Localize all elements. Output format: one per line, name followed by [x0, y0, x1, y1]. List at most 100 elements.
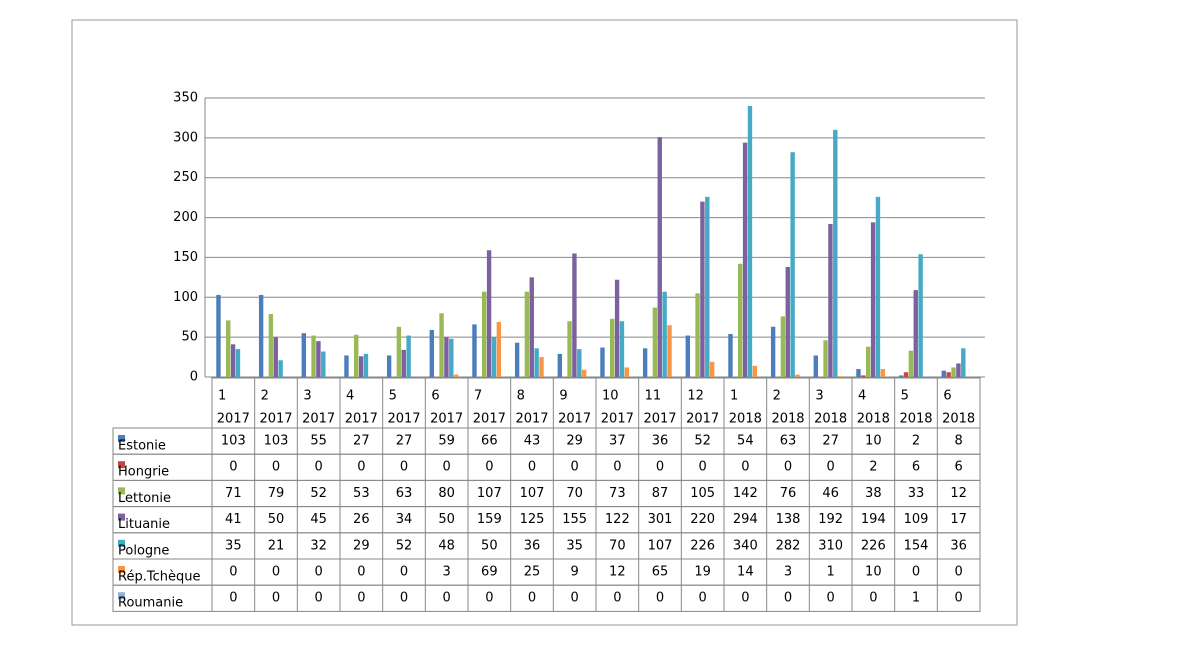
table-value: 70	[609, 538, 626, 553]
legend-label: Roumanie	[118, 596, 183, 611]
table-value: 10	[865, 565, 882, 580]
bar	[614, 279, 620, 377]
legend-label: Estonie	[118, 439, 166, 454]
table-value: 154	[904, 538, 929, 553]
bar	[903, 372, 909, 377]
bar	[358, 356, 364, 377]
table-value: 0	[571, 591, 579, 606]
table-value: 10	[865, 434, 882, 449]
table-value: 220	[690, 512, 715, 527]
x-tick-label: 2017	[643, 412, 676, 427]
bar	[928, 376, 933, 377]
x-tick-label: 5	[389, 389, 397, 404]
bar	[539, 357, 544, 377]
table-value: 70	[566, 486, 583, 501]
table-value: 26	[353, 512, 370, 527]
table-value: 21	[268, 538, 285, 553]
table-value: 0	[357, 591, 365, 606]
table-value: 55	[310, 434, 327, 449]
bar	[301, 333, 306, 377]
table-value: 159	[477, 512, 502, 527]
bar	[321, 351, 326, 377]
table-value: 37	[609, 434, 626, 449]
legend-label: Rép.Tchèque	[118, 570, 200, 585]
table-value: 301	[648, 512, 673, 527]
bar	[662, 291, 667, 377]
bar	[961, 348, 966, 377]
table-value: 0	[229, 591, 237, 606]
table-value: 6	[912, 460, 920, 475]
bar	[946, 372, 951, 377]
table-value: 0	[485, 591, 493, 606]
legend-key	[118, 487, 125, 495]
bar	[856, 369, 861, 377]
x-tick-label: 1	[730, 389, 738, 404]
bar	[429, 329, 434, 377]
x-tick-label: 6	[943, 389, 951, 404]
x-tick-label: 4	[346, 389, 354, 404]
bar	[667, 325, 672, 377]
bar	[600, 347, 605, 377]
table-value: 65	[652, 565, 669, 580]
table-value: 109	[904, 512, 929, 527]
table-value: 36	[950, 538, 967, 553]
bar	[709, 361, 715, 377]
bar	[956, 363, 961, 377]
bar	[344, 355, 349, 377]
table-value: 0	[485, 460, 493, 475]
bar	[823, 340, 828, 377]
table-value: 50	[438, 512, 455, 527]
bar	[795, 374, 800, 377]
bar	[657, 137, 662, 377]
table-value: 0	[741, 591, 749, 606]
y-tick-label: 200	[173, 210, 198, 225]
bar	[833, 129, 838, 377]
table-value: 226	[690, 538, 715, 553]
x-tick-label: 7	[474, 389, 482, 404]
legend-key	[118, 513, 125, 521]
y-tick-label: 0	[190, 370, 198, 385]
table-value: 107	[648, 538, 673, 553]
table-value: 0	[613, 591, 621, 606]
x-tick-label: 9	[559, 389, 567, 404]
table-value: 35	[225, 538, 242, 553]
bar	[216, 294, 221, 377]
x-tick-label: 2017	[515, 412, 548, 427]
y-tick-label: 50	[181, 330, 198, 345]
table-value: 66	[481, 434, 498, 449]
bar	[235, 349, 241, 377]
bar	[316, 341, 321, 377]
table-row	[112, 584, 981, 612]
table-value: 19	[694, 565, 711, 580]
x-tick-label: 2018	[814, 412, 847, 427]
bar	[401, 349, 406, 377]
legend-label: Lituanie	[118, 517, 170, 532]
table-value: 0	[955, 591, 963, 606]
table-value: 80	[438, 486, 455, 501]
table-value: 6	[955, 460, 963, 475]
table-value: 46	[822, 486, 839, 501]
table-value: 0	[357, 460, 365, 475]
bar	[828, 223, 833, 377]
table-value: 36	[524, 538, 541, 553]
bar	[951, 367, 956, 377]
bar	[363, 353, 369, 377]
x-tick-label: 2	[261, 389, 269, 404]
x-tick-label: 1	[218, 389, 226, 404]
bar	[700, 201, 705, 377]
table-value: 63	[780, 434, 797, 449]
bar	[258, 294, 264, 377]
table-value: 45	[310, 512, 327, 527]
table-value: 0	[699, 591, 707, 606]
table-value: 340	[733, 538, 758, 553]
bar	[529, 277, 534, 377]
x-tick-label: 3	[303, 389, 311, 404]
bar	[386, 355, 392, 377]
bar	[908, 350, 914, 377]
bar	[577, 349, 582, 377]
table-value: 294	[733, 512, 758, 527]
table-value: 103	[221, 434, 246, 449]
table-value: 0	[741, 460, 749, 475]
table-value: 0	[528, 591, 536, 606]
bar	[472, 324, 477, 377]
